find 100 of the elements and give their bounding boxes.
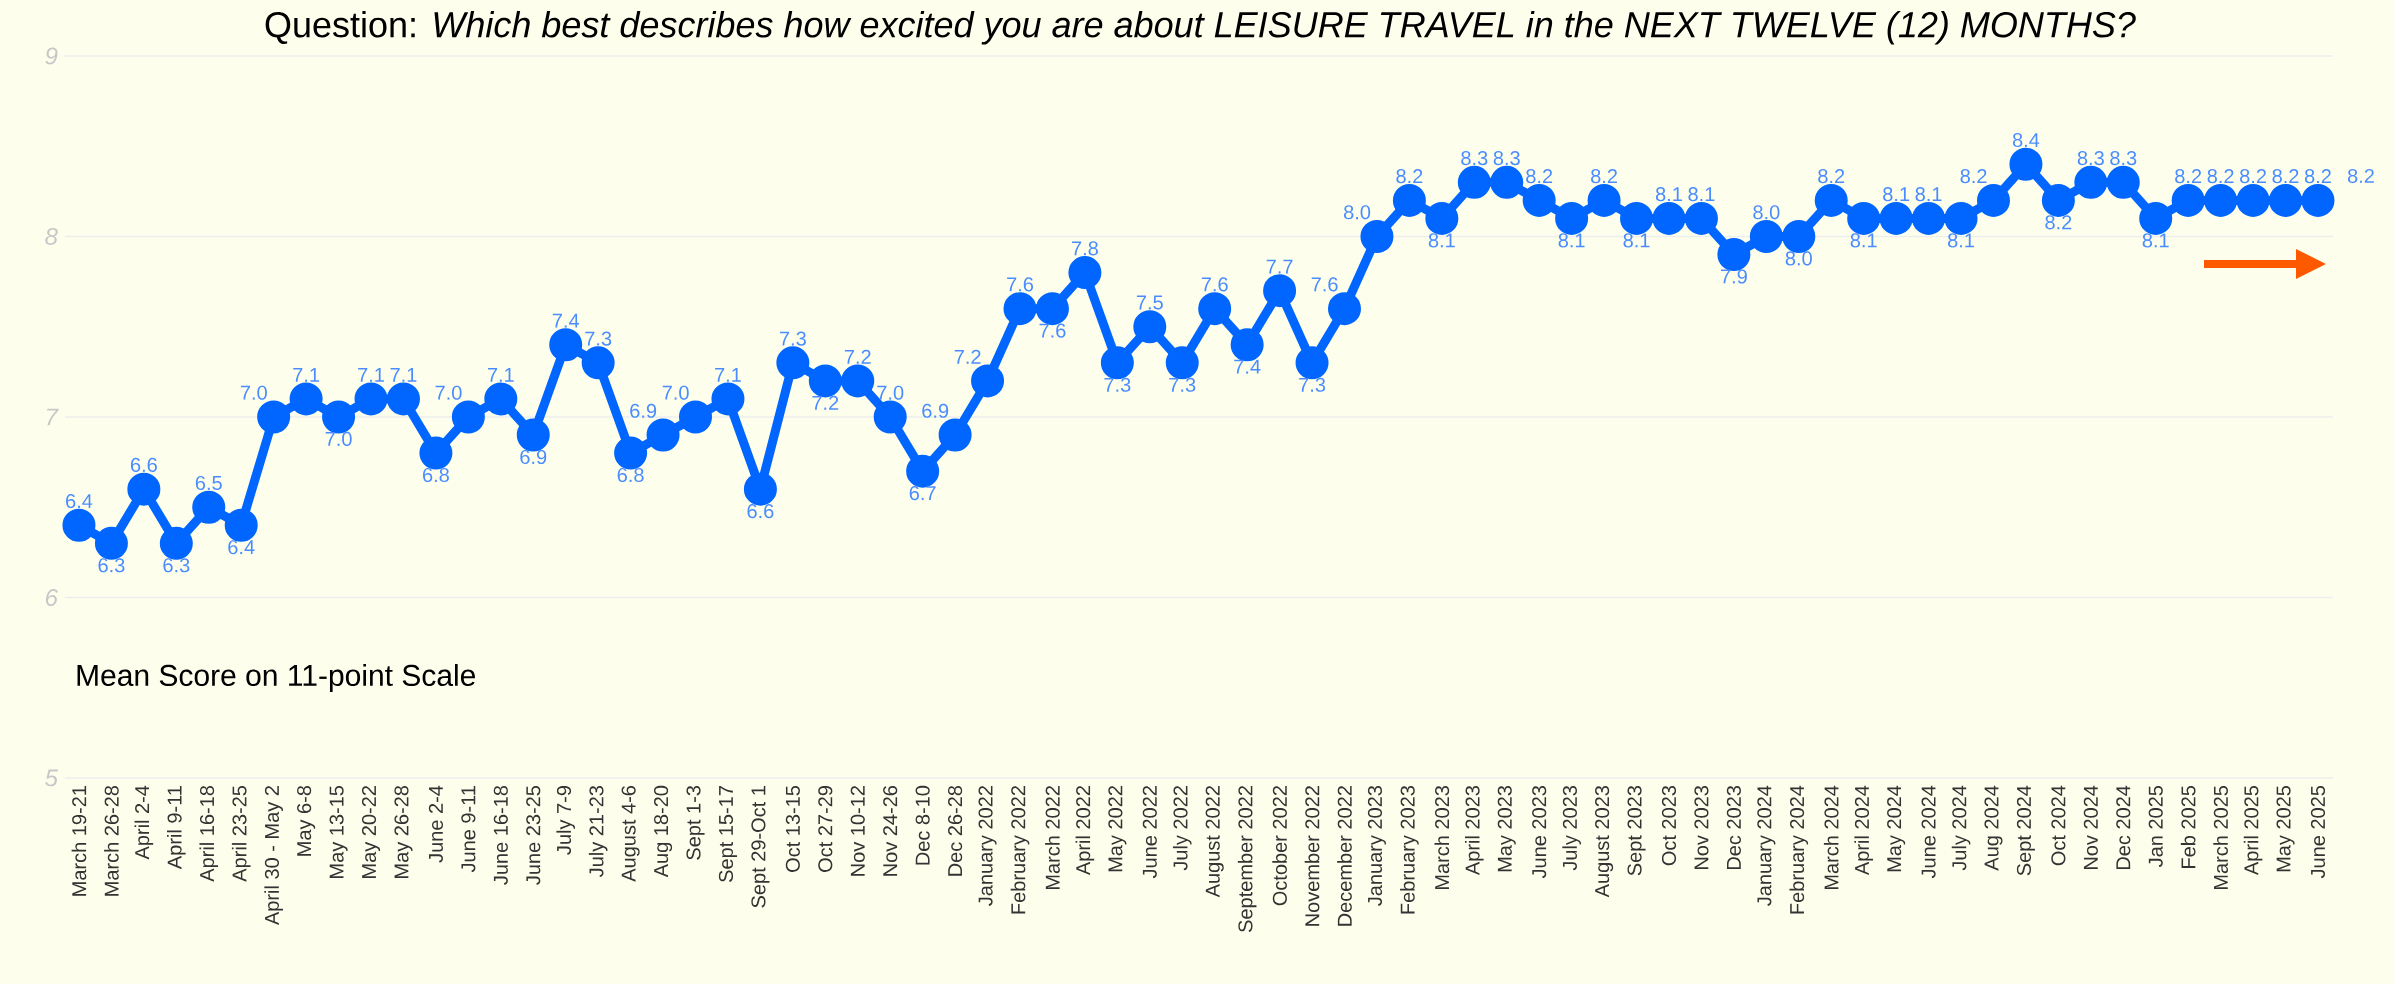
x-tick-label: July 2022	[1172, 786, 1192, 871]
data-label: 8.2	[2207, 169, 2234, 184]
x-tick-label: Dec 2024	[2116, 785, 2131, 870]
x-tick-label: Oct 13-15	[785, 785, 800, 872]
x-tick-label: April 2024	[1854, 785, 1873, 876]
data-label: 8.3	[1461, 151, 1488, 166]
x-tick-label: September 2022	[1237, 786, 1257, 933]
x-tick-label: July 2024	[1951, 785, 1971, 871]
data-label: 7.3	[1169, 377, 1196, 392]
x-tick-label: June 2025	[2310, 785, 2326, 879]
annotation: Mean Score on 11-point Scale	[77, 664, 476, 692]
x-tick-label: January 2022	[978, 786, 997, 906]
x-tick-label: March 26-28	[104, 785, 119, 896]
data-label: 8.2	[2175, 169, 2202, 184]
data-label: 8.1	[1655, 187, 1682, 202]
x-tick-label: February 2024	[1789, 785, 1809, 914]
data-label: 8.2	[2045, 215, 2072, 230]
chart-title: Question: Which best describes how excited you are about LEISURE TRAVEL in the NEXT TWELVE (12) MONTHS?	[265, 11, 2136, 45]
x-tick-label: Nov 2023	[1694, 785, 1709, 870]
x-tick-label: November 2022	[1304, 786, 1320, 926]
x-tick-label: May 2022	[1108, 786, 1127, 872]
x-tick-label: May 2023	[1497, 785, 1516, 872]
data-label: 7.0	[240, 385, 267, 400]
data-label: 7.1	[487, 368, 514, 382]
x-tick-label: May 6-8	[297, 785, 316, 856]
x-tick-label: August 2022	[1205, 786, 1224, 898]
x-tick-label: March 2023	[1434, 785, 1450, 890]
x-tick-label: June 2-4	[428, 785, 443, 863]
x-tick-label: July 21-23	[588, 785, 608, 878]
x-tick-label: June 2024	[1921, 785, 1936, 879]
x-tick-label: Aug 18-20	[654, 785, 673, 878]
data-label: 7.3	[1104, 377, 1131, 392]
x-tick-label: August 2023	[1595, 785, 1614, 898]
data-label: 8.2	[1526, 169, 1553, 184]
data-label: 8.1	[1850, 233, 1877, 248]
data-label: 8.1	[1948, 233, 1974, 248]
x-tick-label: December 2022	[1337, 786, 1352, 926]
x-tick-label: June 23-25	[526, 785, 541, 885]
x-tick-label: Nov 10-12	[850, 786, 865, 876]
data-label: 7.3	[779, 331, 806, 346]
x-tick-label: Sept 2023	[1627, 785, 1646, 876]
data-label: 7.1	[293, 368, 320, 382]
y-tick-label: 9	[45, 47, 58, 65]
x-tick-label: July 7-9	[556, 786, 576, 855]
data-label: 7.0	[877, 385, 904, 400]
data-label: 6.4	[228, 540, 255, 555]
x-tick-label: March 2022	[1045, 786, 1060, 890]
data-label: 8.2	[1591, 169, 1617, 184]
x-tick-label: Dec 26-28	[948, 785, 963, 876]
x-tick-label: April 30 - May 2	[264, 786, 283, 926]
x-tick-label: Oct 2023	[1661, 785, 1677, 866]
data-label: 6.9	[630, 403, 657, 418]
x-tick-label: May 2024	[1887, 785, 1906, 872]
data-label: 7.3	[1299, 377, 1326, 392]
x-tick-label: April 2025	[2243, 785, 2263, 876]
data-label: 8.0	[1753, 205, 1780, 220]
x-tick-label: Dec 8-10	[915, 785, 930, 865]
data-label: 7.1	[358, 368, 384, 382]
data-label: 7.6	[1311, 277, 1338, 292]
data-label: 6.6	[130, 457, 157, 473]
x-tick-label: Sept 29-Oct 1	[751, 786, 770, 908]
data-label: 7.0	[435, 385, 462, 400]
data-label: 7.6	[1201, 277, 1228, 292]
data-label: 8.1	[1883, 187, 1910, 202]
data-label: 8.1	[1623, 233, 1650, 248]
x-tick-label: February 2023	[1400, 785, 1419, 914]
text: 8.2	[2347, 168, 2374, 184]
data-label: 8.3	[2077, 151, 2104, 166]
data-label: 7.5	[1136, 295, 1163, 310]
data-label: 6.5	[195, 475, 222, 491]
x-tick-label: August 4-6	[621, 785, 640, 882]
x-tick-label: January 2024	[1757, 785, 1776, 906]
data-label: 7.2	[812, 395, 839, 410]
x-tick-label: June 2022	[1142, 786, 1157, 879]
data-label: 7.0	[325, 431, 352, 447]
y-tick-label: 6	[45, 589, 58, 606]
x-tick-label: October 2022	[1272, 786, 1287, 906]
data-label: 7.8	[1072, 241, 1098, 256]
x-tick-label: Feb 2025	[2180, 785, 2196, 868]
data-label: 7.4	[1234, 359, 1261, 374]
data-label: 6.4	[66, 493, 93, 509]
data-label: 7.2	[954, 349, 981, 364]
data-label: 8.1	[1558, 233, 1585, 248]
x-tick-label: March 2025	[2213, 785, 2228, 890]
data-label: 8.0	[1344, 205, 1371, 220]
x-tick-label: March 19-21	[71, 786, 87, 896]
data-label: 7.4	[552, 313, 580, 328]
data-label: 7.7	[1266, 259, 1293, 274]
data-label: 8.3	[1493, 151, 1520, 166]
data-label: 6.6	[747, 504, 774, 519]
x-tick-label: April 2-4	[134, 785, 154, 860]
x-tick-label: Dec 2023	[1726, 785, 1741, 870]
data-label: 6.8	[617, 467, 644, 483]
data-label: 7.6	[1039, 323, 1066, 338]
x-tick-label: April 16-18	[199, 785, 219, 882]
x-tick-label: April 2022	[1075, 786, 1095, 876]
x-tick-label: Sept 1-3	[686, 785, 705, 860]
data-label: 8.0	[1785, 251, 1812, 266]
x-tick-label: May 13-15	[329, 785, 348, 878]
data-label: 6.9	[922, 403, 949, 418]
